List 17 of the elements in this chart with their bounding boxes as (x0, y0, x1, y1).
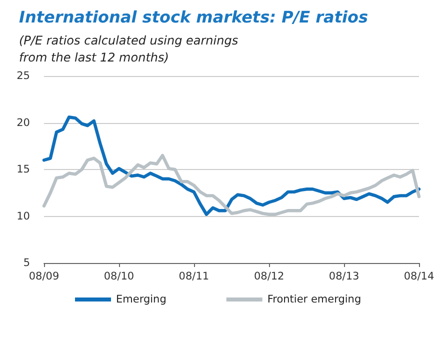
line-series (42, 154, 421, 216)
x-tick-label: 08/10 (104, 270, 134, 282)
x-tick-label: 08/12 (254, 270, 284, 282)
y-tick-label: 5 (23, 257, 30, 269)
chart-subtitle: (P/E ratios calculated using earnings from the last 12 months) (19, 34, 238, 64)
y-tick-label: 15 (16, 164, 30, 176)
x-tick-label: 08/13 (328, 270, 360, 282)
legend-label: Frontier emerging (267, 294, 362, 306)
legend-label: Emerging (116, 294, 166, 306)
x-tick-label: 08/09 (28, 270, 60, 282)
x-tick-label: 08/14 (404, 270, 434, 282)
y-tick-label: 10 (16, 210, 30, 222)
y-tick-label: 25 (16, 70, 30, 82)
x-tick-label: 08/11 (178, 270, 210, 282)
line-series (42, 116, 421, 216)
chart-title: International stock markets: P/E ratios (19, 8, 368, 26)
y-tick-label: 20 (16, 116, 30, 129)
